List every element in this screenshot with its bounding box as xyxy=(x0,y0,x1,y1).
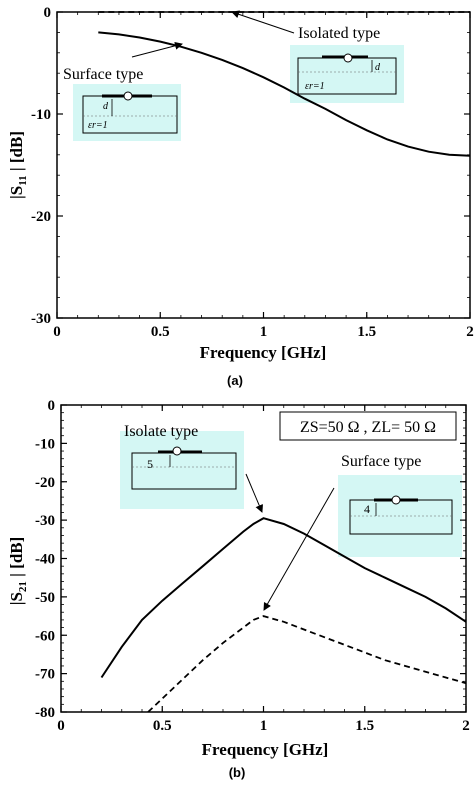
impedance-legend-text: ZS=50 Ω , ZL= 50 Ω xyxy=(300,419,436,436)
y-tick-label: -40 xyxy=(35,552,55,568)
x-tick-label: 0.5 xyxy=(151,324,170,340)
chart-panel-a: d εr=1 d εr=1 0 0.5 1 1.5 2 0 -10 -20 -30 Isolat… xyxy=(7,5,474,388)
y-axis-label-b: |S21 | [dB] xyxy=(7,537,29,606)
annotation-isolated-type: Isolated type xyxy=(298,25,380,42)
y-tick-label: -10 xyxy=(31,107,51,123)
x-axis-label-a: Frequency [GHz] xyxy=(200,343,327,362)
annotation-isolate-type: Isolate type xyxy=(124,423,198,440)
inset-d-label: d xyxy=(375,62,381,73)
inset-er-label: εr=1 xyxy=(88,120,108,131)
series-line-solid xyxy=(100,517,467,679)
x-axis-label-b: Frequency [GHz] xyxy=(202,740,329,759)
plot-area-a: 0 0.5 1 1.5 2 0 -10 -20 -30 xyxy=(31,5,474,340)
impedance-legend-box xyxy=(279,411,457,441)
x-tick-label: 0 xyxy=(57,718,65,734)
y-tick-label: -80 xyxy=(35,705,55,721)
x-tick-label: 1 xyxy=(260,324,268,340)
x-tick-label: 0 xyxy=(53,324,61,340)
x-tick-label: 0.5 xyxy=(153,718,172,734)
y-tick-label: -20 xyxy=(35,475,55,491)
inset-isolate-type: 5 xyxy=(120,431,244,509)
y-tick-label: -50 xyxy=(35,590,55,606)
annotation-surface-type-b: Surface type xyxy=(341,453,421,470)
inset-er-label: εr=1 xyxy=(305,81,325,92)
inset-d-label: d xyxy=(103,101,109,112)
y-tick-label: -30 xyxy=(35,513,55,529)
y-tick-label: 0 xyxy=(44,5,52,21)
x-tick-label: 2 xyxy=(462,718,470,734)
inset-d-label: 5 xyxy=(147,457,153,471)
y-tick-label: 0 xyxy=(48,398,56,414)
plot-frame xyxy=(56,11,471,319)
y-tick-label: -10 xyxy=(35,436,55,452)
inset-surface-type: d εr=1 xyxy=(73,84,181,141)
panel-label-a: (a) xyxy=(227,373,243,388)
x-tick-label: 2 xyxy=(466,324,474,340)
x-tick-label: 1.5 xyxy=(355,718,374,734)
panel-label-b: (b) xyxy=(229,765,246,780)
series-line-dashed xyxy=(147,615,467,713)
y-axis-label-a: |S11 | [dB] xyxy=(7,131,29,199)
inset-surface-type: 4 xyxy=(338,475,462,557)
series-line-solid xyxy=(98,31,471,157)
x-tick-label: 1.5 xyxy=(357,324,376,340)
annotation-surface-type: Surface type xyxy=(63,66,143,83)
x-tick-label: 1 xyxy=(260,718,268,734)
inset-d-label: 4 xyxy=(364,502,370,516)
chart-panel-b: 5 4 0 0.5 1 1.5 2 0 -10 -20 -30 -40 -50 -60 -70 -80 I… xyxy=(7,398,470,780)
y-tick-label: -30 xyxy=(31,311,51,327)
y-tick-label: -20 xyxy=(31,209,51,225)
inset-isolated-type: d εr=1 xyxy=(290,45,404,103)
plot-area-b: 0 0.5 1 1.5 2 0 -10 -20 -30 -40 -50 -60 -70 -80 xyxy=(35,398,470,734)
y-tick-label: -70 xyxy=(35,667,55,683)
y-tick-label: -60 xyxy=(35,628,55,644)
